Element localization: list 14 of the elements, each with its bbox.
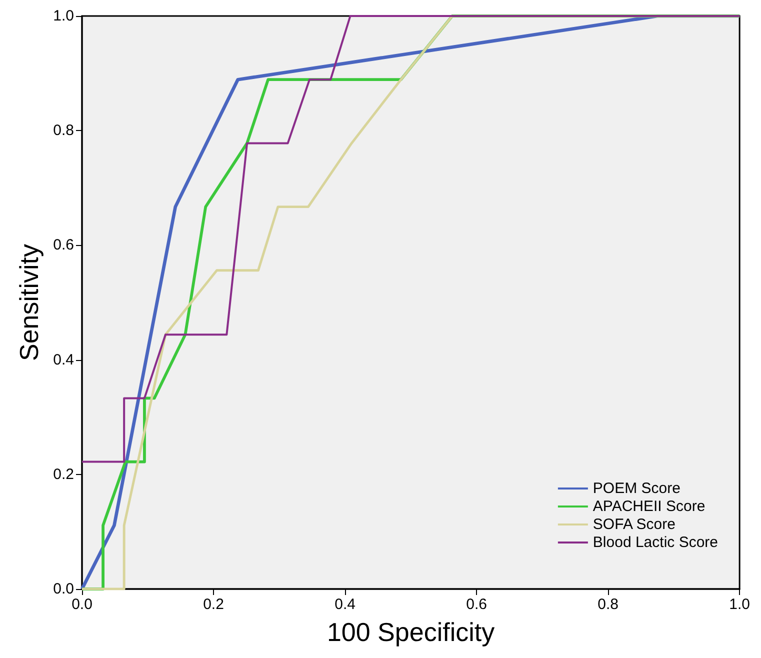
y-tick-label: 0.8 (53, 122, 74, 140)
x-tick-label: 0.2 (203, 596, 224, 613)
y-tick-label: 0.2 (53, 466, 74, 483)
x-tick-label: 0.8 (598, 596, 618, 613)
y-tick-label: 0.0 (53, 580, 74, 598)
x-tick-label: 0.4 (334, 596, 356, 613)
x-axis-title: 100 Specificity (326, 617, 495, 647)
y-tick-label: 1.0 (53, 8, 74, 24)
y-axis-title: Sensitivity (14, 244, 44, 362)
x-tick-label: 0.6 (466, 596, 487, 613)
y-tick-label: 0.6 (53, 236, 74, 254)
y-tick-label: 0.4 (53, 351, 74, 368)
x-tick-label: 0.0 (72, 596, 92, 613)
x-tick-label: 1.0 (729, 596, 750, 613)
